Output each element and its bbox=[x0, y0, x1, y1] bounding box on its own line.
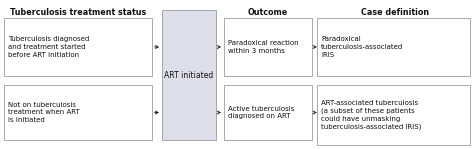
Text: ART-associated tuberculosis
(a subset of these patients
could have unmasking
tub: ART-associated tuberculosis (a subset of… bbox=[321, 100, 421, 130]
Text: Active tuberculosis
diagnosed on ART: Active tuberculosis diagnosed on ART bbox=[228, 106, 294, 119]
Text: Outcome: Outcome bbox=[248, 8, 288, 17]
Text: Not on tuberculosis
treatment when ART
is initiated: Not on tuberculosis treatment when ART i… bbox=[8, 102, 80, 123]
Bar bbox=[317, 18, 470, 76]
Text: Tuberculosis diagnosed
and treatment started
before ART initiation: Tuberculosis diagnosed and treatment sta… bbox=[8, 36, 89, 58]
Bar bbox=[4, 18, 152, 76]
Bar bbox=[224, 85, 312, 140]
Bar bbox=[4, 85, 152, 140]
Bar bbox=[317, 85, 470, 145]
Bar bbox=[224, 18, 312, 76]
Text: Paradoxical
tuberculosis-associated
IRIS: Paradoxical tuberculosis-associated IRIS bbox=[321, 36, 403, 58]
Text: Paradoxical reaction
within 3 months: Paradoxical reaction within 3 months bbox=[228, 40, 299, 54]
Text: Case definition: Case definition bbox=[361, 8, 429, 17]
Text: Tuberculosis treatment status: Tuberculosis treatment status bbox=[10, 8, 146, 17]
Text: ART initiated: ART initiated bbox=[164, 70, 214, 80]
Bar bbox=[162, 10, 216, 140]
